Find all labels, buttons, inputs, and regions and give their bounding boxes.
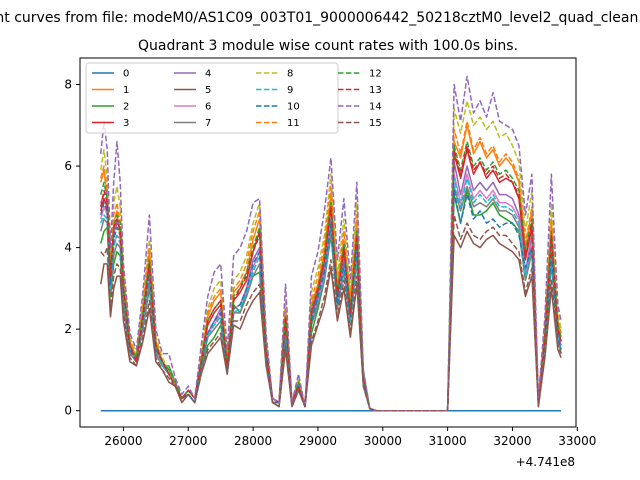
y-tick-label: 6 [64,159,72,173]
legend-label-4: 4 [205,69,211,80]
chart-title: Quadrant 3 module wise count rates with … [138,38,518,54]
axes-frame [79,57,577,428]
x-tick-label: 33000 [558,434,596,448]
series-line-15 [100,214,562,412]
legend-label-9: 9 [287,85,293,96]
series-line-11 [100,120,562,412]
legend-label-0: 0 [123,69,129,80]
legend-label-6: 6 [205,102,211,113]
x-tick-label: 29000 [299,434,337,448]
legend-label-14: 14 [369,102,382,113]
legend-label-10: 10 [287,102,300,113]
plot-area: 26000 27000 28000 29000 30000 31000 32000 33000… [64,57,596,448]
legend-label-12: 12 [369,69,382,80]
legend-label-1: 1 [123,85,129,96]
series-line-5 [100,230,562,412]
x-tick-label: 27000 [169,434,207,448]
x-offset-label: +4.741e8 [516,455,575,469]
x-tick-label: 31000 [429,434,467,448]
legend-label-13: 13 [369,85,382,96]
y-tick-label: 2 [64,322,72,336]
y-tick-label: 4 [64,241,72,255]
legend-label-5: 5 [205,85,211,96]
series-line-14 [100,75,562,412]
x-tick-label: 28000 [234,434,272,448]
y-tick-label: 8 [64,78,72,92]
x-tick-label: 32000 [493,434,531,448]
x-tick-label: 30000 [364,434,402,448]
legend-label-7: 7 [205,118,211,129]
legend-label-15: 15 [369,118,382,129]
legend-label-11: 11 [287,118,300,129]
series-group [100,75,562,412]
legend-box [85,62,339,134]
series-line-13 [100,144,562,412]
x-tick-label: 26000 [104,434,142,448]
figure-suptitle: Light curves from file: modeM0/AS1C09_00… [0,10,640,26]
legend-label-2: 2 [123,102,129,113]
y-tick-label: 0 [64,404,72,418]
legend-label-8: 8 [287,69,293,80]
legend-label-3: 3 [123,118,129,129]
